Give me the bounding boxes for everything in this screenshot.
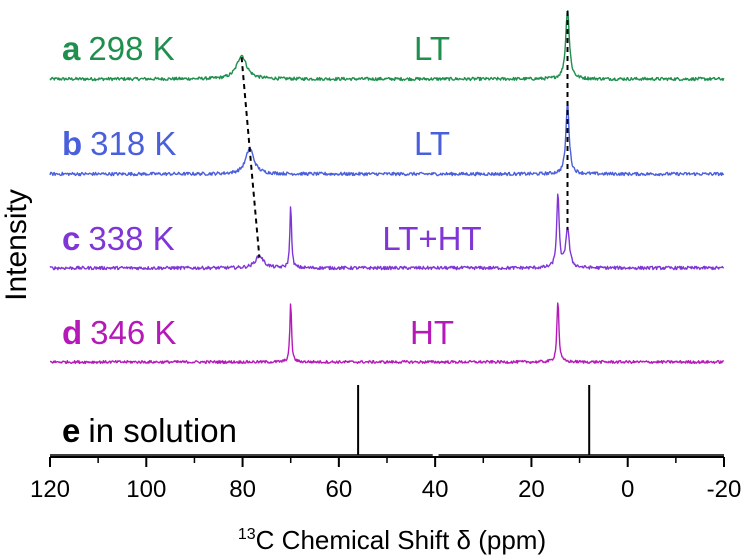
guide-line-0	[240, 57, 261, 258]
x-tick-label-3: 60	[326, 476, 353, 503]
trace-c-phase-label: LT+HT	[382, 220, 481, 257]
trace-d-condition: 346 K	[90, 314, 176, 351]
dashed-guide-lines	[240, 11, 569, 258]
trace-c-label: c 338 K	[62, 220, 175, 257]
x-tick-label-5: 20	[518, 476, 545, 503]
x-tick-label-0: 120	[30, 476, 70, 503]
x-tick-label-7: -20	[707, 476, 742, 503]
trace-b-condition: 318 K	[90, 125, 176, 162]
trace-a-label: a 298 K	[62, 30, 175, 67]
trace-d-spectrum	[49, 302, 725, 365]
trace-d-letter: d	[62, 314, 82, 351]
trace-d-label: d 346 K	[62, 314, 176, 351]
trace-b-phase-label: LT	[414, 125, 450, 162]
trace-d-phase-label: HT	[410, 314, 454, 351]
spectra-traces	[49, 10, 725, 456]
trace-c-spectrum	[49, 193, 725, 271]
y-axis-title: Intensity	[0, 189, 33, 301]
trace-b-letter: b	[62, 125, 82, 162]
trace-labels: a 298 K LT b 318 K LT c 338 K LT+HT d 346 K HT e in s…	[62, 30, 482, 449]
x-axis-title-superscript: 13	[238, 526, 256, 543]
trace-a-phase-label: LT	[414, 30, 450, 67]
x-axis: 120 100 80 60 40 20 0 -20	[30, 457, 741, 503]
trace-b-spectrum	[49, 101, 725, 177]
x-axis-title-main: C Chemical Shift δ (ppm)	[256, 525, 546, 555]
trace-e-condition: in solution	[88, 412, 237, 449]
trace-b-label: b 318 K	[62, 125, 176, 162]
trace-e-label: e in solution	[62, 412, 237, 449]
x-tick-label-4: 40	[422, 476, 449, 503]
trace-e-letter: e	[62, 412, 80, 449]
trace-c-letter: c	[62, 220, 80, 257]
trace-a-letter: a	[62, 30, 81, 67]
x-axis-title: 13C Chemical Shift δ (ppm)	[238, 525, 546, 555]
trace-a-condition: 298 K	[88, 30, 174, 67]
trace-a-spectrum	[49, 10, 725, 82]
x-tick-label-2: 80	[229, 476, 256, 503]
x-tick-label-1: 100	[126, 476, 166, 503]
x-tick-label-6: 0	[621, 476, 634, 503]
trace-c-condition: 338 K	[88, 220, 174, 257]
